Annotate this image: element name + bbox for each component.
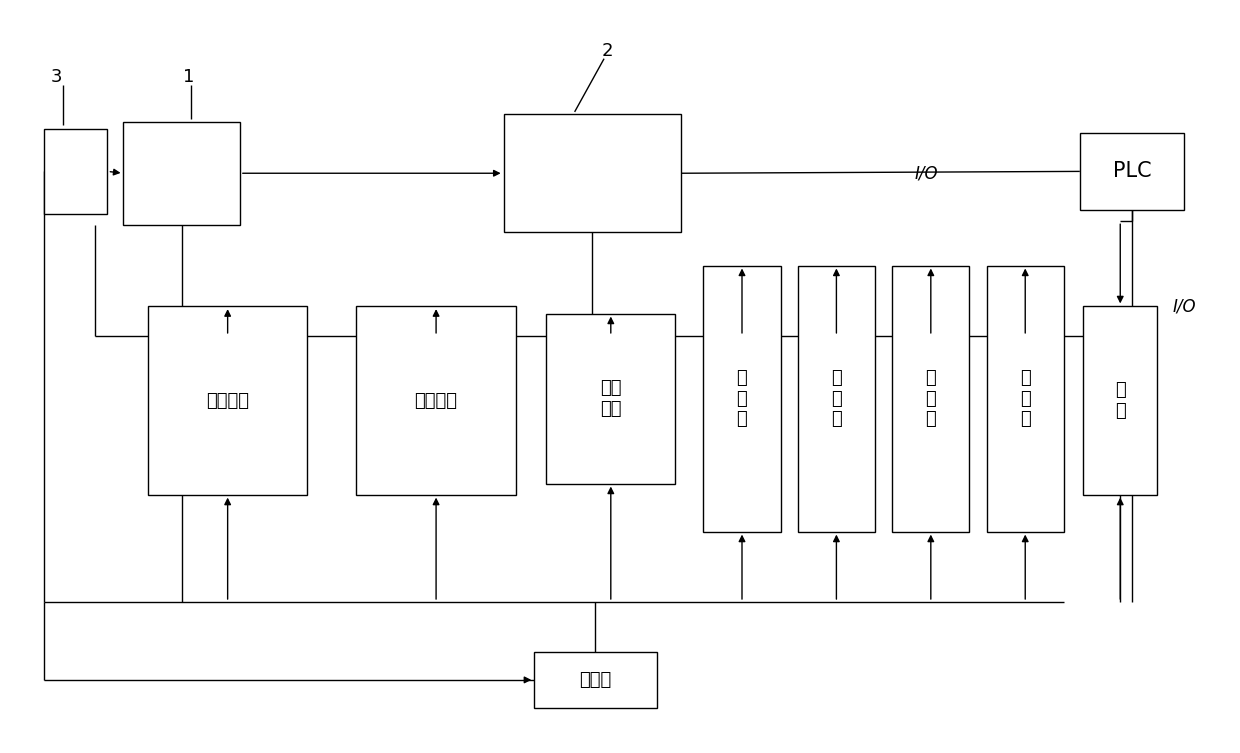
FancyBboxPatch shape xyxy=(703,266,781,532)
Text: 料
仓: 料 仓 xyxy=(1115,381,1126,420)
FancyBboxPatch shape xyxy=(1084,306,1157,495)
FancyBboxPatch shape xyxy=(987,266,1064,532)
Text: 充
放
柜: 充 放 柜 xyxy=(1019,369,1030,428)
Text: I/O: I/O xyxy=(1172,297,1195,316)
Text: 低气
压箱: 低气 压箱 xyxy=(600,380,621,418)
Text: PLC: PLC xyxy=(1112,161,1151,181)
FancyBboxPatch shape xyxy=(503,114,681,233)
Text: I/O: I/O xyxy=(915,164,939,182)
Text: 充
放
柜: 充 放 柜 xyxy=(831,369,842,428)
FancyBboxPatch shape xyxy=(547,314,675,483)
Text: 充
放
柜: 充 放 柜 xyxy=(737,369,748,428)
Text: 2: 2 xyxy=(601,42,614,60)
Text: 路由器: 路由器 xyxy=(579,671,611,689)
Text: 3: 3 xyxy=(51,69,62,86)
FancyBboxPatch shape xyxy=(1080,133,1184,210)
FancyBboxPatch shape xyxy=(893,266,970,532)
Text: 1: 1 xyxy=(182,69,195,86)
FancyBboxPatch shape xyxy=(797,266,875,532)
Text: 高低温箱: 高低温箱 xyxy=(206,392,249,410)
FancyBboxPatch shape xyxy=(43,129,108,214)
FancyBboxPatch shape xyxy=(356,306,516,495)
FancyBboxPatch shape xyxy=(534,652,657,708)
Text: 充
放
柜: 充 放 柜 xyxy=(925,369,936,428)
Text: 高低温箱: 高低温箱 xyxy=(414,392,458,410)
FancyBboxPatch shape xyxy=(124,121,239,225)
FancyBboxPatch shape xyxy=(148,306,308,495)
